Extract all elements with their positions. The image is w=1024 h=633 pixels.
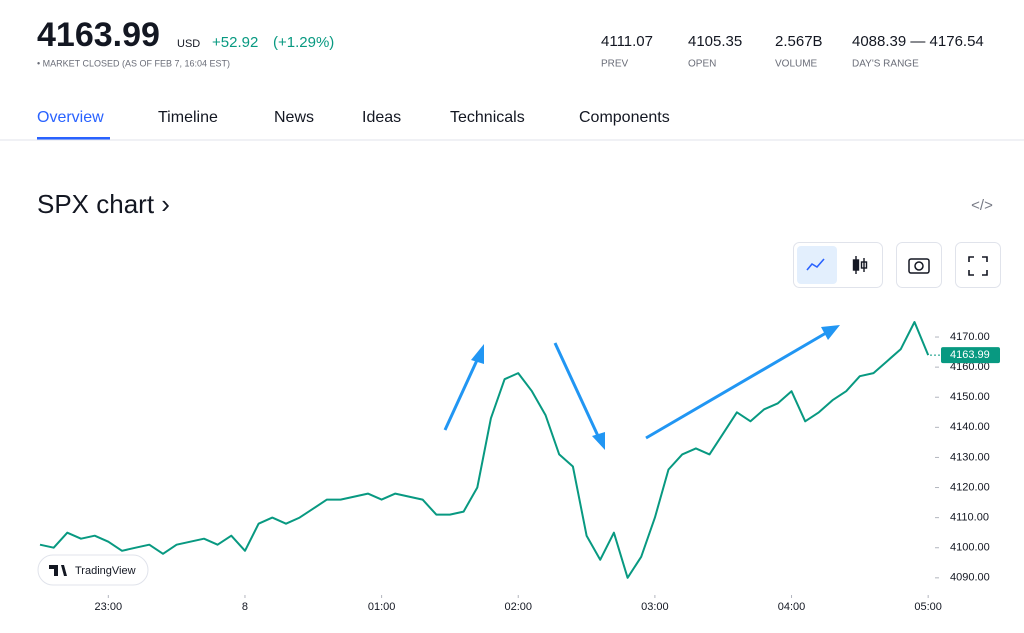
stat-value: 2.567B xyxy=(775,33,823,50)
x-tick-label: 03:00 xyxy=(641,601,669,613)
y-tick-label: 4150.00 xyxy=(950,391,990,403)
tab[interactable]: Components xyxy=(579,109,670,126)
x-tick-label: 01:00 xyxy=(368,601,396,613)
x-tick-label: 05:00 xyxy=(914,601,942,613)
y-tick-label: 4130.00 xyxy=(950,451,990,463)
toolbar xyxy=(793,242,1001,288)
logo-badge[interactable] xyxy=(37,554,149,586)
y-tick-label: 4100.00 xyxy=(950,542,990,554)
stat-label: VOLUME xyxy=(775,59,818,70)
camera-lens xyxy=(914,261,924,271)
tab[interactable]: Overview xyxy=(37,109,104,126)
y-tick-label: 4120.00 xyxy=(950,481,990,493)
y-tick-label: 4110.00 xyxy=(950,512,989,524)
price-line xyxy=(39,321,930,579)
tabs: Overview Timeline News Ideas Technicals Compo… xyxy=(37,109,670,126)
line-icon xyxy=(806,258,825,271)
market-status: • MARKET CLOSED (AS OF FEB 7, 16:04 EST) xyxy=(37,58,230,68)
stat-label: PREV xyxy=(601,59,629,70)
fullscreen-button[interactable] xyxy=(955,242,1001,288)
x-tick-label: 04:00 xyxy=(778,601,806,613)
stat-value: 4088.39 — 4176.54 xyxy=(852,33,984,50)
candle-icon[interactable] xyxy=(852,256,868,274)
tab[interactable]: News xyxy=(274,109,314,126)
stat-label: DAY'S RANGE xyxy=(852,59,919,70)
fullscreen-icon xyxy=(968,256,988,276)
last-price-label: 4163.99 xyxy=(950,349,990,361)
x-tick-label: 23:00 xyxy=(95,601,123,613)
tab[interactable]: Timeline xyxy=(158,109,218,126)
currency: USD xyxy=(177,38,200,50)
snapshot-button[interactable] xyxy=(896,242,942,288)
price: 4163.99 xyxy=(37,16,160,54)
tab[interactable]: Ideas xyxy=(362,109,401,126)
stat-value: 4111.07 xyxy=(601,33,653,50)
plot: 4090.00 4100.00 4110.00 4120.00 4130.00 4140.… xyxy=(39,321,1000,613)
annotation-arrows xyxy=(443,325,840,450)
tab-underline xyxy=(37,137,110,140)
logo-mark xyxy=(49,565,67,576)
tab[interactable]: Technicals xyxy=(450,109,525,126)
line-style-button[interactable] xyxy=(797,246,837,284)
stats: 4111.07 PREV 4105.35 OPEN 2.567B VOLUME 4088.3… xyxy=(601,33,984,70)
y-tick-label: 4170.00 xyxy=(950,331,990,343)
x-tick-label: 8 xyxy=(242,601,248,613)
change-pct: (+1.29%) xyxy=(273,34,334,51)
stat-label: OPEN xyxy=(688,59,716,70)
x-tick-label: 02:00 xyxy=(504,601,532,613)
y-tick-label: 4140.00 xyxy=(950,421,990,433)
embed-button[interactable]: </> xyxy=(971,197,993,214)
y-tick-label: 4160.00 xyxy=(950,361,990,373)
section-title[interactable]: SPX chart › xyxy=(37,189,170,219)
y-tick-label: 4090.00 xyxy=(950,572,990,584)
last-price-tag xyxy=(941,347,1000,364)
change: +52.92 xyxy=(212,34,258,51)
logo-text: TradingView xyxy=(75,565,136,577)
stat-value: 4105.35 xyxy=(688,33,742,50)
camera-icon xyxy=(908,258,930,274)
